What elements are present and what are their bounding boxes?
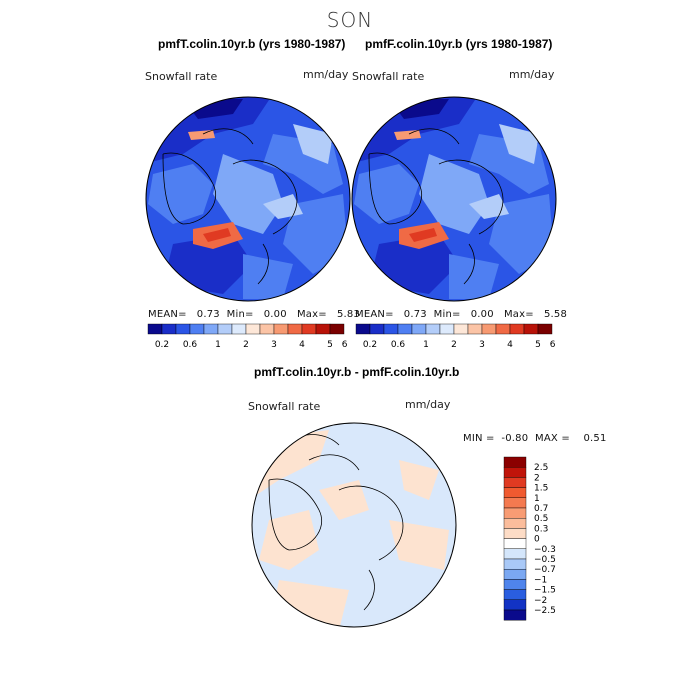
panel1-stats: MEAN= 0.73 Min= 0.00 Max= 5.83 <box>148 309 361 320</box>
panel1-variable: Snowfall rate <box>145 70 218 83</box>
diff-colorbar-label: −1 <box>534 575 547 585</box>
diff-colorbar-swatch <box>503 579 527 590</box>
diff-colorbar-swatch <box>503 589 527 601</box>
diff-colorbar-swatch <box>503 518 527 529</box>
diff-polar-map <box>251 422 457 628</box>
diff-colorbar-swatch <box>503 599 527 611</box>
colorbar-tick-label: 3 <box>479 340 485 350</box>
colorbar-swatch <box>161 323 177 335</box>
diff-colorbar-label: 0 <box>534 535 540 545</box>
diff-colorbar-swatch <box>503 477 527 488</box>
colorbar-tick-label: 0.2 <box>155 340 169 350</box>
diff-colorbar-label: 1 <box>534 494 540 504</box>
diff-colorbar-label: −2 <box>534 596 547 606</box>
colorbar-swatch <box>523 323 539 335</box>
colorbar-swatch <box>301 323 317 335</box>
colorbar-swatch <box>273 323 289 335</box>
diff-colorbar-label: −0.3 <box>534 545 556 555</box>
season-title: SON <box>326 8 374 32</box>
panel2-units: mm/day <box>509 68 555 81</box>
colorbar-swatch <box>439 323 455 335</box>
diff-colorbar-swatch <box>503 507 527 519</box>
colorbar-swatch <box>397 323 413 335</box>
colorbar-tick-label: 0.2 <box>363 340 377 350</box>
diff-title: pmfT.colin.10yr.b - pmfF.colin.10yr.b <box>254 365 460 379</box>
diff-colorbar-swatch <box>503 568 527 580</box>
panel2-variable: Snowfall rate <box>352 70 425 83</box>
panel1-colorbar: 0.2 0.6 1 2 3 4 5 6 <box>147 323 348 350</box>
colorbar-tick-label: 6 <box>342 340 348 350</box>
colorbar-swatch <box>287 323 303 335</box>
colorbar-swatch <box>175 323 191 335</box>
panel2-title: pmfF.colin.10yr.b (yrs 1980-1987) <box>365 37 553 51</box>
diff-colorbar-label: 2 <box>534 473 540 483</box>
colorbar-tick-label: 0.6 <box>183 340 198 350</box>
diff-variable: Snowfall rate <box>248 400 321 413</box>
colorbar-tick-label: 2 <box>243 340 249 350</box>
colorbar-tick-label: 4 <box>507 340 513 350</box>
colorbar-tick-label: 5 <box>327 340 333 350</box>
diff-colorbar-swatch <box>503 609 527 621</box>
panel1-units: mm/day <box>303 68 349 81</box>
panel2-stats: MEAN= 0.73 Min= 0.00 Max= 5.58 <box>355 309 568 320</box>
diff-colorbar-swatch <box>503 558 527 570</box>
colorbar-swatch <box>537 323 553 335</box>
panel2-colorbar: 0.2 0.6 1 2 3 4 5 6 <box>355 323 556 350</box>
diff-colorbar-label: 1.5 <box>534 484 548 494</box>
colorbar-swatch <box>245 323 261 335</box>
diff-colorbar-label: 0.7 <box>534 504 548 514</box>
colorbar-tick-label: 3 <box>271 340 277 350</box>
diff-colorbar-swatch <box>503 528 527 539</box>
panel2-polar-map <box>351 96 557 302</box>
colorbar-swatch <box>467 323 483 335</box>
colorbar-swatch <box>189 323 205 335</box>
colorbar-tick-label: 5 <box>535 340 541 350</box>
diff-min-max: MIN = -0.80 MAX = 0.51 <box>463 433 607 444</box>
colorbar-tick-label: 1 <box>423 340 429 350</box>
colorbar-swatch <box>509 323 525 335</box>
diff-colorbar-label: 2.5 <box>534 463 548 473</box>
colorbar-swatch <box>369 323 385 335</box>
colorbar-tick-label: 4 <box>299 340 305 350</box>
diff-colorbar-label: −0.7 <box>534 565 556 575</box>
colorbar-swatch <box>329 323 345 335</box>
colorbar-swatch <box>147 323 163 335</box>
diff-colorbar-swatch <box>503 497 527 509</box>
colorbar-swatch <box>203 323 219 335</box>
colorbar-swatch <box>453 323 469 335</box>
diff-colorbar: 2.521.510.70.50.30−0.3−0.5−0.7−1−1.5−2−2… <box>503 456 556 621</box>
colorbar-swatch <box>383 323 399 335</box>
diff-colorbar-swatch <box>503 487 527 498</box>
colorbar-swatch <box>217 323 233 335</box>
colorbar-tick-label: 6 <box>550 340 556 350</box>
diff-colorbar-swatch <box>503 548 527 560</box>
diff-units: mm/day <box>405 398 451 411</box>
panel1-polar-map <box>145 96 351 302</box>
diff-colorbar-label: −0.5 <box>534 555 556 565</box>
colorbar-tick-label: 0.6 <box>391 340 406 350</box>
colorbar-swatch <box>481 323 497 335</box>
diff-colorbar-swatch <box>503 538 527 549</box>
colorbar-swatch <box>355 323 371 335</box>
diff-colorbar-swatch <box>503 456 527 468</box>
colorbar-swatch <box>495 323 511 335</box>
diff-colorbar-swatch <box>503 466 527 478</box>
colorbar-swatch <box>425 323 441 335</box>
diff-colorbar-label: 0.5 <box>534 514 548 524</box>
colorbar-swatch <box>259 323 275 335</box>
panel1-title: pmfT.colin.10yr.b (yrs 1980-1987) <box>158 37 346 51</box>
diff-colorbar-label: −1.5 <box>534 586 556 596</box>
colorbar-tick-label: 1 <box>215 340 221 350</box>
diff-colorbar-label: 0.3 <box>534 524 548 534</box>
colorbar-swatch <box>231 323 247 335</box>
colorbar-swatch <box>411 323 427 335</box>
colorbar-tick-label: 2 <box>451 340 457 350</box>
diff-colorbar-label: −2.5 <box>534 606 556 616</box>
colorbar-swatch <box>315 323 331 335</box>
